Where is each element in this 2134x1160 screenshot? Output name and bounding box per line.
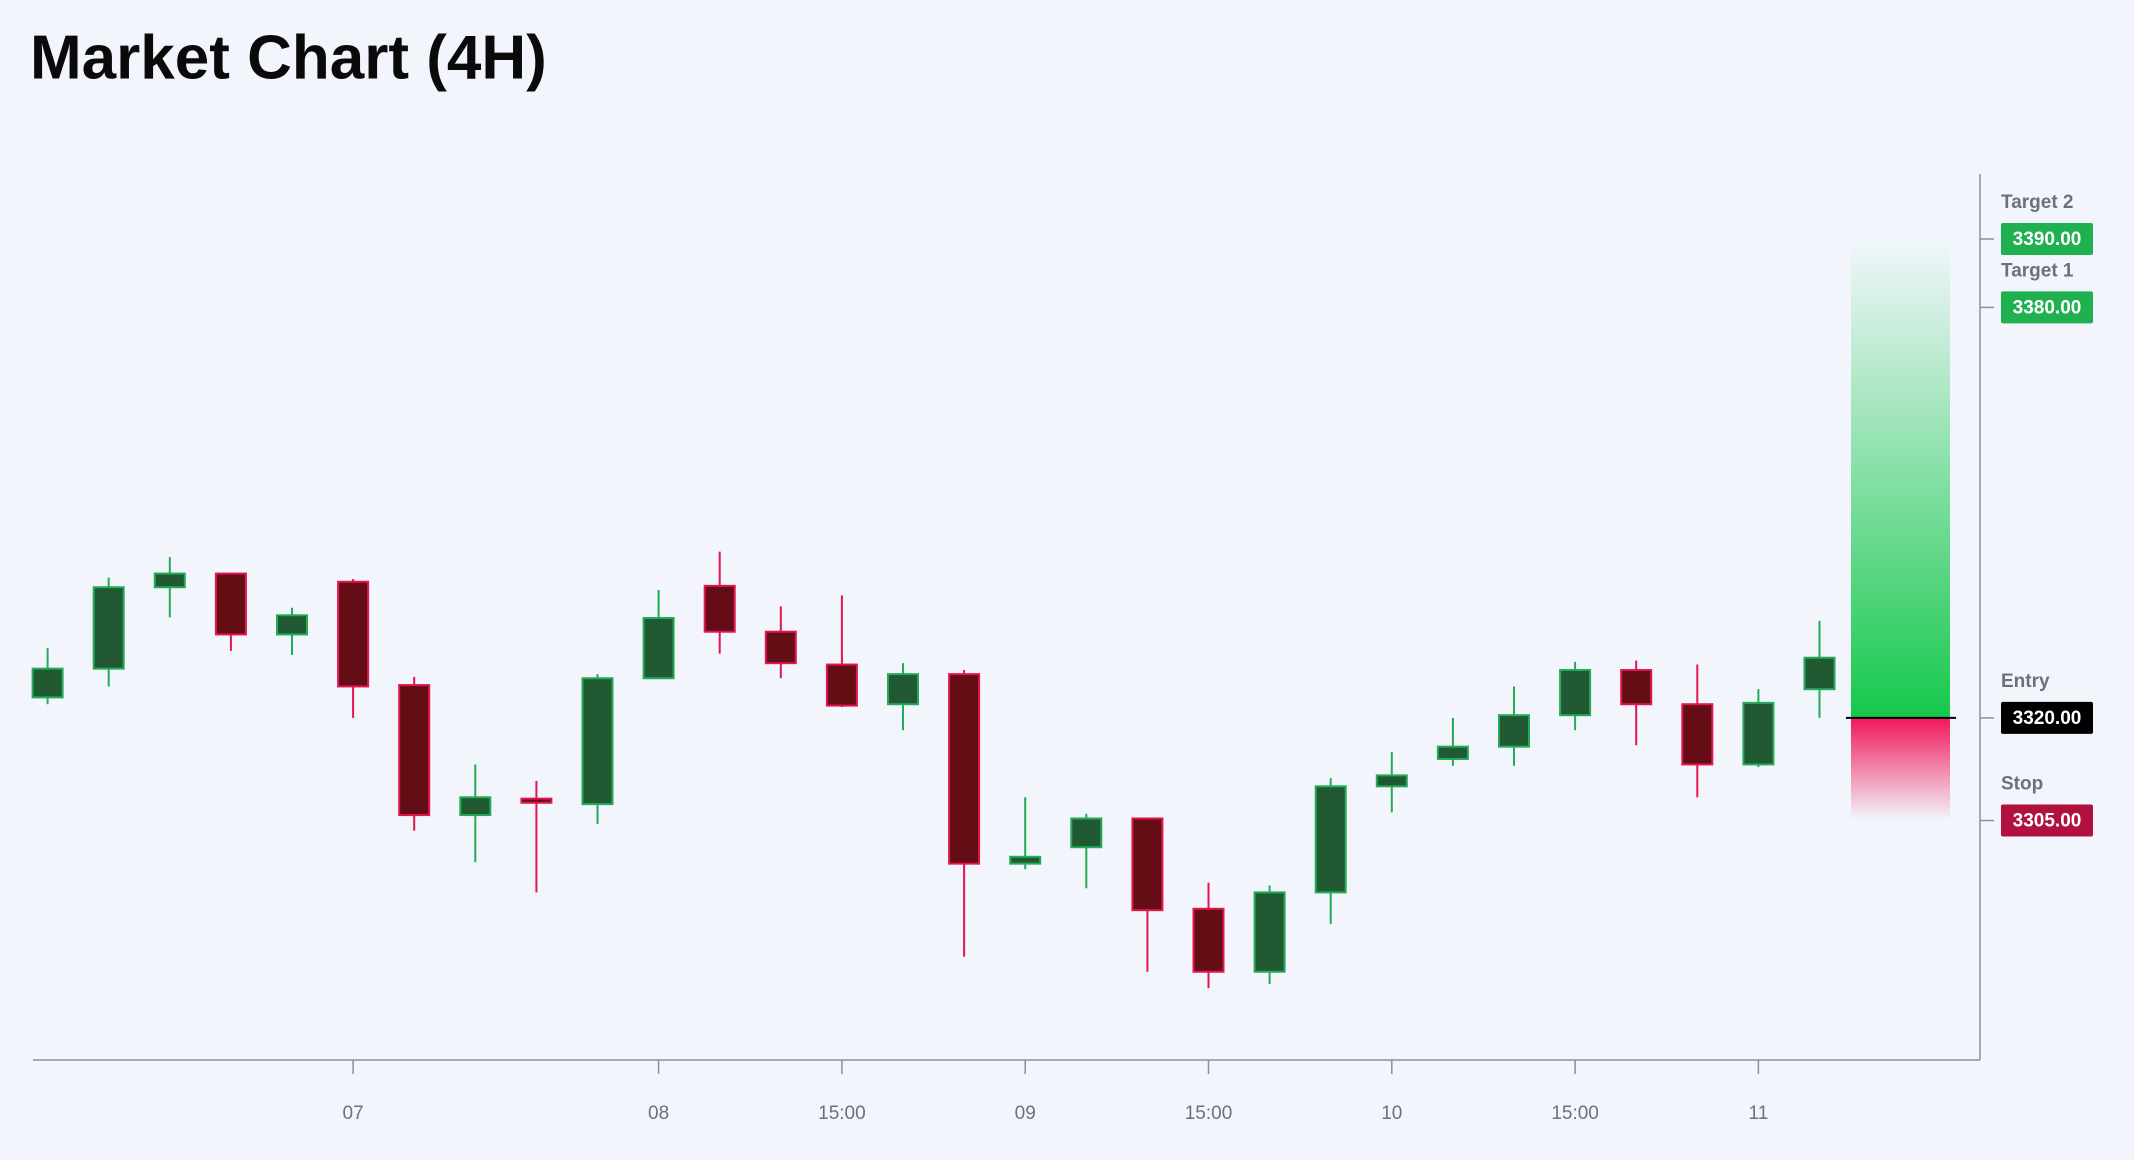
- level-badge: [2001, 291, 2093, 324]
- candle-body: [1070, 817, 1103, 849]
- candle-body: [1742, 701, 1775, 766]
- candle-body: [276, 614, 308, 636]
- candle-body: [1192, 907, 1225, 973]
- candle-body: [581, 677, 614, 806]
- x-tick-label: 07: [343, 1103, 364, 1124]
- candle-body: [1375, 774, 1408, 788]
- candle-body: [1131, 817, 1164, 912]
- x-tick-label: 08: [648, 1103, 669, 1124]
- candle-body: [153, 572, 186, 589]
- x-tick-label: 09: [1015, 1103, 1036, 1124]
- candle-body: [1620, 669, 1653, 706]
- candle-body: [337, 580, 370, 688]
- candle-body: [214, 572, 247, 636]
- level-label: 3390.00: [2013, 229, 2082, 250]
- level-label: 3380.00: [2013, 297, 2082, 318]
- candle-body: [92, 586, 125, 670]
- profit-zone: [1851, 238, 1950, 718]
- candle-body: [764, 630, 797, 665]
- candle-body: [887, 673, 919, 706]
- level-label: 3305.00: [2013, 811, 2082, 832]
- candle-body: [1498, 714, 1530, 748]
- candle-body: [1681, 703, 1714, 766]
- candle-body: [1009, 855, 1042, 865]
- candle-body: [948, 673, 981, 865]
- x-tick-label: 15:00: [1185, 1103, 1233, 1124]
- x-tick-label: 15:00: [1551, 1103, 1599, 1124]
- candle-body: [1436, 745, 1469, 760]
- candle-body: [1803, 656, 1836, 691]
- level-label: 3320.00: [2013, 708, 2082, 729]
- level-name: Target 1: [2001, 260, 2074, 281]
- x-tick-label: 15:00: [818, 1103, 866, 1124]
- candle-body: [642, 617, 675, 680]
- chart-title: Market Chart (4H): [30, 23, 547, 92]
- candle-body: [459, 796, 492, 817]
- candle-body: [825, 663, 858, 707]
- candle-body: [398, 684, 431, 817]
- candle-body: [703, 584, 736, 633]
- candle-body: [1253, 891, 1286, 973]
- candle-body: [1314, 785, 1347, 894]
- loss-zone: [1851, 717, 1950, 821]
- level-badge: [2001, 804, 2093, 837]
- x-tick-label: 11: [1749, 1103, 1769, 1124]
- level-name: Entry: [2001, 671, 2050, 692]
- level-name: Stop: [2001, 774, 2043, 795]
- level-badge: [2001, 701, 2093, 734]
- candle-body: [1559, 669, 1592, 717]
- x-tick-label: 10: [1381, 1103, 1402, 1124]
- level-badge: [2001, 222, 2093, 255]
- level-name: Target 2: [2001, 192, 2074, 213]
- candle-body: [520, 797, 553, 804]
- candle-body: [31, 667, 64, 699]
